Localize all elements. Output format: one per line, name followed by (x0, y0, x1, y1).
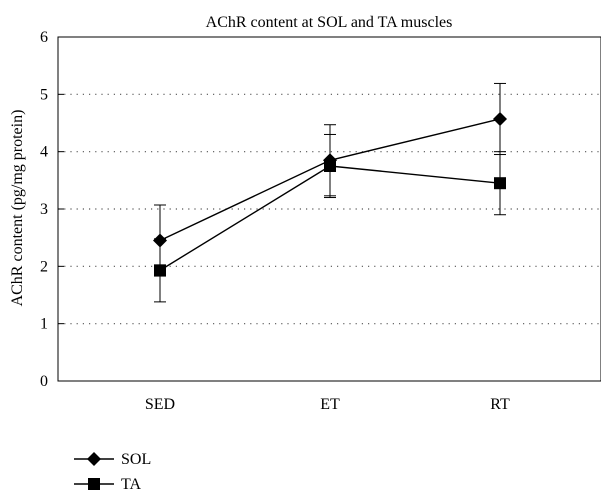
legend-item-sol: SOL (74, 451, 151, 468)
legend-label: SOL (121, 451, 151, 468)
x-tick-label: RT (490, 396, 510, 413)
y-tick-label: 3 (40, 201, 48, 218)
y-tick-label: 6 (40, 29, 48, 46)
series-layer (153, 82, 507, 303)
legend-label: TA (121, 476, 141, 493)
x-axis-ticks: SED ET RT (145, 396, 510, 413)
x-tick-label: ET (320, 396, 340, 413)
chart-title: AChR content at SOL and TA muscles (206, 14, 453, 31)
legend: SOL TA (74, 451, 151, 493)
legend-item-ta: TA (74, 476, 141, 493)
y-tick-label: 2 (40, 258, 48, 275)
data-point-ta (324, 160, 336, 172)
y-tick-label: 5 (40, 86, 48, 103)
data-point-ta (494, 177, 506, 190)
y-axis-ticks: 0 1 2 3 4 5 6 (40, 29, 64, 390)
y-tick-label: 4 (40, 144, 48, 161)
y-tick-label: 1 (40, 316, 48, 333)
legend-marker (88, 478, 100, 490)
y-tick-label: 0 (40, 373, 48, 390)
series-ta (154, 133, 506, 303)
data-point-ta (154, 264, 166, 277)
y-axis-label: AChR content (pg/mg protein) (9, 110, 26, 307)
x-tick-label: SED (145, 396, 175, 413)
legend-marker (87, 452, 101, 466)
data-point-sol (493, 111, 507, 126)
